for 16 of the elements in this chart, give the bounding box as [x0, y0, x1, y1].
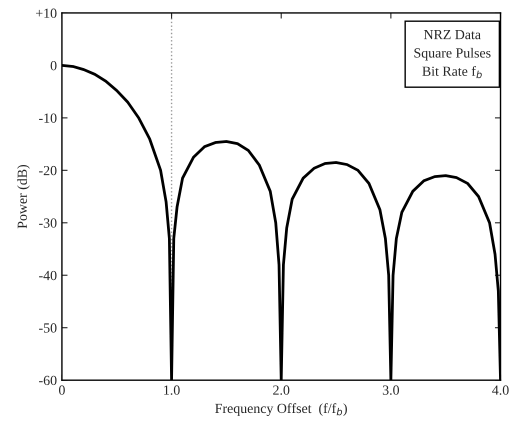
x-tick-label: 1.0: [164, 385, 180, 395]
x-tick-label: 2.0: [273, 385, 290, 395]
y-axis-title: Power (dB): [17, 164, 30, 228]
y-tick-label: -40: [39, 270, 57, 280]
x-tick-label: 4.0: [492, 385, 509, 395]
annotation: NRZ Data Square Pulses Bit Rate f$_{b}$: [414, 30, 491, 78]
y-tick-label: -50: [39, 323, 57, 333]
y-tick-label: -20: [39, 166, 57, 176]
x-tick-label: 3.0: [382, 385, 400, 395]
y-tick-label: -60: [39, 376, 57, 386]
y-tick-label: +10: [36, 8, 57, 18]
x-axis-title: Frequency Offset (f/f$_{b}$): [215, 403, 347, 416]
y-tick-label: -30: [39, 218, 57, 228]
y-tick-label: -10: [39, 113, 57, 123]
y-tick-label: 0: [50, 61, 57, 70]
x-tick-label: 0: [58, 385, 65, 395]
